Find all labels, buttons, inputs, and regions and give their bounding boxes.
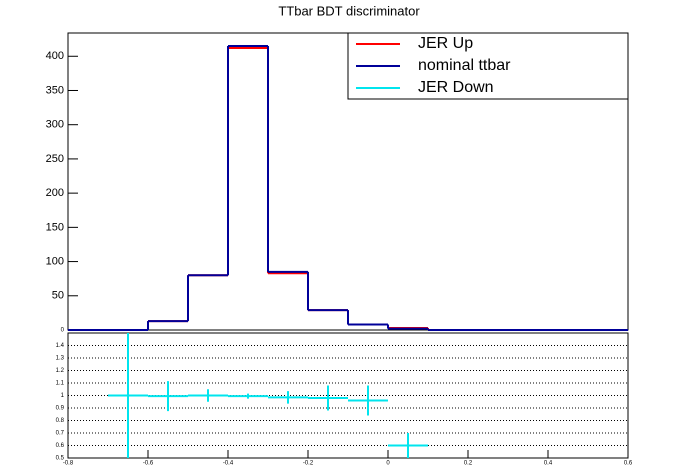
x-tick-label: -0.2 [303, 461, 314, 467]
x-tick-label: 0 [386, 461, 390, 467]
chart-title: TTbar BDT discriminator [278, 3, 420, 18]
x-tick-label: 0.6 [624, 461, 633, 467]
y-tick-label: 0.9 [56, 406, 65, 412]
y-tick-label: 400 [46, 50, 64, 62]
y-tick-label: 0.7 [56, 431, 65, 437]
y-tick-label: 0.6 [56, 443, 65, 449]
legend-label: JER Up [418, 35, 473, 52]
y-tick-label: 1.2 [56, 368, 65, 374]
y-tick-label: 0.8 [56, 418, 65, 424]
y-tick-label: 100 [46, 255, 64, 267]
y-tick-label: 0.5 [56, 456, 65, 462]
y-tick-label: 0 [61, 328, 65, 334]
x-tick-label: -0.4 [223, 461, 234, 467]
y-tick-label: 300 [46, 119, 64, 131]
y-tick-label: 1.4 [56, 343, 65, 349]
x-tick-label: -0.8 [63, 461, 74, 467]
y-tick-label: 200 [46, 187, 64, 199]
y-tick-label: 1.1 [56, 381, 65, 387]
y-tick-label: 350 [46, 84, 64, 96]
y-tick-label: 250 [46, 153, 64, 165]
x-tick-label: 0.4 [544, 461, 553, 467]
x-tick-label: -0.6 [143, 461, 154, 467]
x-tick-label: 0.2 [464, 461, 473, 467]
y-tick-label: 150 [46, 221, 64, 233]
y-tick-label: 1 [61, 393, 65, 399]
y-tick-label: 1.3 [56, 356, 65, 362]
legend-label: JER Down [418, 79, 494, 96]
legend-label: nominal ttbar [418, 57, 511, 74]
y-tick-label: 50 [52, 290, 64, 302]
